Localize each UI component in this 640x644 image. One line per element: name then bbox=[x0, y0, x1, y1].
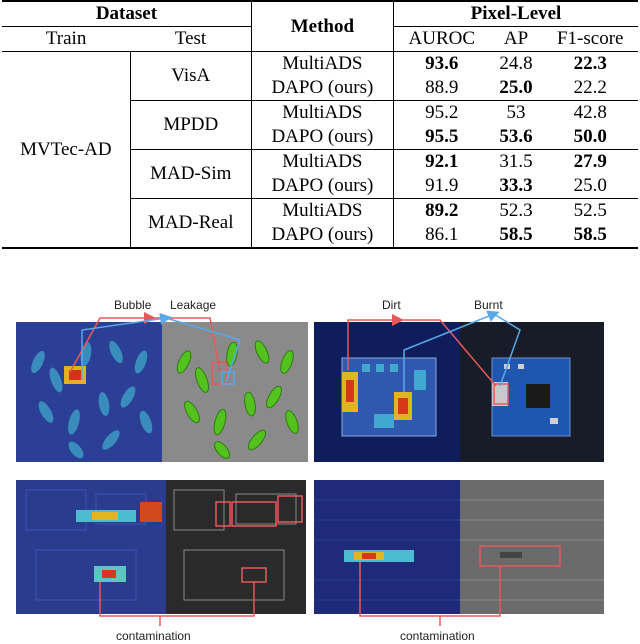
label-leakage: Leakage bbox=[170, 298, 217, 312]
table-row: DAPO (ours) 88.9 25.0 22.2 bbox=[2, 76, 638, 101]
metal-heatmap-image bbox=[314, 480, 460, 614]
f1-cell: 25.0 bbox=[573, 175, 607, 196]
auroc-cell: 86.1 bbox=[425, 224, 459, 245]
f1-cell: 22.3 bbox=[573, 53, 607, 74]
ap-cell: 53 bbox=[506, 102, 526, 123]
ap-cell: 33.3 bbox=[499, 175, 533, 196]
header-dataset: Dataset bbox=[2, 1, 252, 27]
auroc-cell: 95.2 bbox=[425, 102, 459, 123]
table-row: DAPO (ours) 91.9 33.3 25.0 bbox=[2, 174, 638, 199]
label-contamination-left: contamination bbox=[116, 629, 191, 643]
capsule-original-image bbox=[162, 322, 308, 462]
header-pixel-level: Pixel-Level bbox=[470, 3, 562, 24]
method-cell: MultiADS bbox=[251, 198, 394, 223]
label-contamination-right: contamination bbox=[400, 629, 475, 643]
table-row: MPDD MultiADS 95.2 53 42.8 bbox=[2, 100, 638, 150]
ap-cell: 53.6 bbox=[499, 126, 533, 147]
capsule-heatmap-image bbox=[16, 322, 162, 462]
chip-original-image bbox=[166, 480, 306, 614]
test-cell: MPDD bbox=[130, 100, 252, 150]
chip-heatmap-image bbox=[16, 480, 166, 614]
test-cell: MAD-Sim bbox=[130, 149, 252, 199]
ap-cell: 31.5 bbox=[499, 151, 533, 172]
method-cell: DAPO (ours) bbox=[251, 76, 394, 101]
table-row: DAPO (ours) 86.1 58.5 58.5 bbox=[2, 223, 638, 248]
table-row: MAD-Sim MultiADS 92.1 31.5 27.9 bbox=[2, 149, 638, 199]
auroc-cell: 88.9 bbox=[425, 77, 459, 98]
test-cell: MAD-Real bbox=[130, 198, 252, 248]
board-original-image bbox=[460, 322, 604, 462]
f1-cell: 50.0 bbox=[573, 126, 607, 147]
header-ap: AP bbox=[503, 28, 529, 49]
auroc-cell: 91.9 bbox=[425, 175, 459, 196]
method-cell: DAPO (ours) bbox=[251, 125, 394, 150]
f1-cell: 27.9 bbox=[573, 151, 607, 172]
header-train: Train bbox=[45, 28, 87, 49]
table-row: MVTec-AD VisA MultiADS 93.6 24.8 22.3 bbox=[2, 51, 638, 249]
auroc-cell: 89.2 bbox=[425, 200, 459, 221]
label-bubble: Bubble bbox=[114, 298, 152, 312]
table-row: MAD-Real MultiADS 89.2 52.3 52.5 bbox=[2, 198, 638, 248]
ap-cell: 25.0 bbox=[499, 77, 533, 98]
f1-cell: 58.5 bbox=[573, 224, 607, 245]
table-row: DAPO (ours) 95.5 53.6 50.0 bbox=[2, 125, 638, 150]
header-method: Method bbox=[251, 1, 394, 52]
table-body: MVTec-AD VisA MultiADS 93.6 24.8 22.3 DAPO (ou… bbox=[2, 51, 638, 249]
results-table: Dataset Method Pixel-Level Train Test AU… bbox=[2, 0, 638, 249]
ap-cell: 24.8 bbox=[499, 53, 533, 74]
auroc-cell: 93.6 bbox=[425, 53, 459, 74]
test-cell: VisA bbox=[130, 51, 252, 101]
label-burnt: Burnt bbox=[474, 298, 503, 312]
header-f1: F1-score bbox=[556, 28, 624, 49]
board-heatmap-image bbox=[314, 322, 460, 462]
metal-original-image bbox=[460, 480, 604, 614]
method-cell: MultiADS bbox=[251, 51, 394, 76]
f1-cell: 42.8 bbox=[573, 102, 607, 123]
auroc-cell: 92.1 bbox=[425, 151, 459, 172]
header-test: Test bbox=[130, 26, 252, 52]
ap-cell: 52.3 bbox=[499, 200, 533, 221]
method-cell: MultiADS bbox=[251, 100, 394, 125]
auroc-cell: 95.5 bbox=[425, 126, 459, 147]
method-cell: DAPO (ours) bbox=[251, 223, 394, 248]
label-dirt: Dirt bbox=[382, 298, 401, 312]
train-cell: MVTec-AD bbox=[2, 51, 131, 249]
f1-cell: 22.2 bbox=[573, 77, 607, 98]
method-cell: DAPO (ours) bbox=[251, 174, 394, 199]
f1-cell: 52.5 bbox=[573, 200, 607, 221]
header-auroc: AUROC bbox=[408, 28, 476, 49]
ap-cell: 58.5 bbox=[499, 224, 533, 245]
method-cell: MultiADS bbox=[251, 149, 394, 174]
